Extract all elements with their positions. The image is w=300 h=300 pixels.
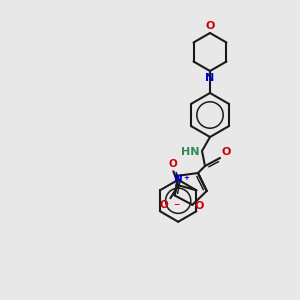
Text: N: N [174,174,183,184]
Text: +: + [183,175,189,181]
Text: −: − [173,200,180,209]
Text: N: N [206,73,214,83]
Text: O: O [194,201,204,211]
Text: O: O [160,200,168,210]
Text: HN: HN [182,147,200,157]
Text: O: O [205,21,215,31]
Text: O: O [222,147,231,157]
Text: O: O [168,159,177,169]
